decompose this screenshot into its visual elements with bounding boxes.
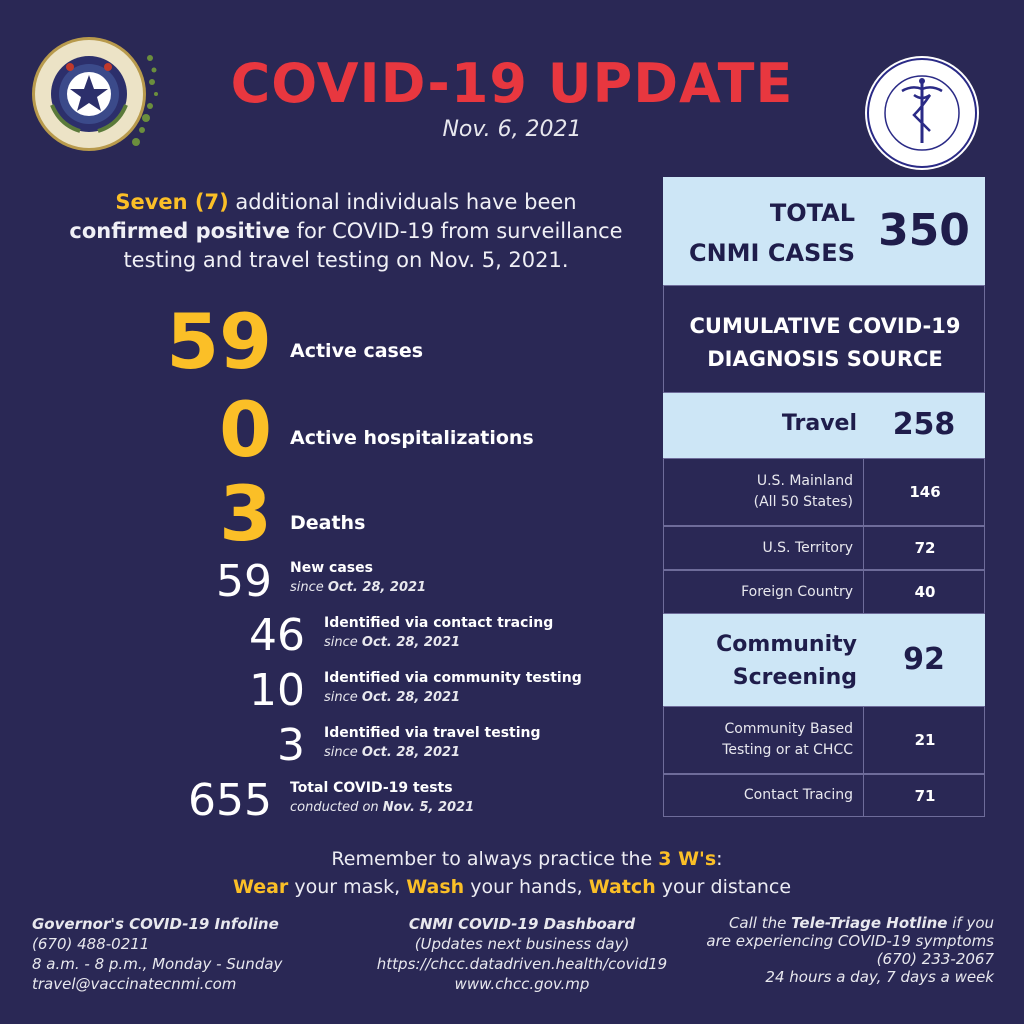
travel-mainland-row: U.S. Mainland (All 50 States) 146 — [663, 458, 985, 526]
community-testing-label: Identified via community testing — [324, 670, 582, 686]
territory-value: 72 — [914, 539, 936, 557]
community-value: 92 — [903, 642, 945, 677]
dashboard-note: (Updates next business day) — [414, 935, 630, 953]
travel-label: Travel — [781, 411, 857, 436]
deaths-label: Deaths — [290, 512, 366, 534]
intro-text: Seven (7) additional individuals have be… — [40, 188, 652, 275]
cumulative-title-1: CUMULATIVE COVID-19 — [689, 314, 961, 338]
contact-tracing-label: Identified via contact tracing — [324, 615, 554, 631]
travel-territory-row: U.S. Territory 72 — [663, 526, 985, 570]
new-cases-value: 59 — [216, 556, 272, 607]
intro-part3: testing and travel testing on Nov. 5, 20… — [123, 248, 569, 272]
footer-infoline: Governor's COVID-19 Infoline (670) 488-0… — [32, 914, 332, 994]
intro-part2: for COVID-19 from surveillance — [289, 219, 623, 243]
community-testing-since: since Oct. 28, 2021 — [324, 690, 461, 705]
contact-tracing-row-value: 71 — [914, 786, 936, 805]
community-screening-row: Community Screening 92 — [663, 614, 985, 706]
hospitalizations-label: Active hospitalizations — [290, 427, 534, 449]
update-date: Nov. 6, 2021 — [442, 117, 582, 142]
reminder-line-2: Wear your mask, Wash your hands, Watch y… — [232, 876, 792, 898]
hotline-hours: 24 hours a day, 7 days a week — [765, 968, 994, 986]
new-positive-count: Seven (7) — [115, 190, 229, 214]
travel-row: Travel 258 — [663, 393, 985, 458]
footer-dashboard: CNMI COVID-19 Dashboard (Updates next bu… — [362, 914, 682, 994]
total-cases-value: 350 — [878, 205, 970, 256]
new-cases-since: since Oct. 28, 2021 — [290, 580, 427, 595]
dashboard-title: CNMI COVID-19 Dashboard — [408, 915, 636, 933]
mainland-value: 146 — [909, 483, 941, 501]
contact-tracing-since: since Oct. 28, 2021 — [324, 635, 461, 650]
travel-value: 258 — [892, 407, 956, 442]
footer-hotline: Call the Tele-Triage Hotline if you are … — [690, 914, 994, 986]
community-based-row: Community Based Testing or at CHCC 21 — [663, 706, 985, 774]
contact-tracing-row: Contact Tracing 71 — [663, 774, 985, 817]
new-cases-label: New cases — [290, 560, 373, 576]
intro-part1: additional individuals have been — [228, 190, 577, 214]
foreign-label: Foreign Country — [664, 571, 864, 613]
hotline-line2: are experiencing COVID-19 symptoms — [706, 932, 994, 950]
active-cases-value: 59 — [166, 297, 272, 386]
cumulative-title-2: DIAGNOSIS SOURCE — [707, 347, 943, 371]
total-label-1: TOTAL — [769, 199, 855, 227]
total-label-2: CNMI CASES — [688, 239, 855, 267]
contact-tracing-row-label: Contact Tracing — [664, 775, 864, 816]
total-tests-label: Total COVID-19 tests — [290, 780, 453, 796]
page-title: COVID-19 UPDATE — [230, 52, 794, 115]
hospitalizations-value: 0 — [219, 385, 272, 474]
chcc-seal-logo — [864, 55, 980, 171]
total-cases-row: TOTAL CNMI CASES 350 — [663, 177, 985, 285]
infoline-email[interactable]: travel@vaccinatecnmi.com — [32, 975, 237, 993]
community-based-value: 21 — [914, 731, 936, 749]
foreign-value: 40 — [914, 583, 936, 601]
infoline-hours: 8 a.m. - 8 p.m., Monday - Sunday — [32, 955, 283, 973]
islands-graphic — [132, 55, 158, 146]
chcc-url[interactable]: www.chcc.gov.mp — [454, 975, 590, 993]
travel-testing-label: Identified via travel testing — [324, 725, 541, 741]
hotline-phone: (670) 233-2067 — [876, 950, 994, 968]
community-label-1: Community — [716, 632, 857, 657]
active-cases-label: Active cases — [290, 340, 424, 362]
contact-tracing-value: 46 — [249, 610, 305, 661]
total-tests-value: 655 — [188, 775, 272, 826]
cumulative-header-row: CUMULATIVE COVID-19 DIAGNOSIS SOURCE — [663, 285, 985, 393]
diagnosis-source-table: TOTAL CNMI CASES 350 CUMULATIVE COVID-19 D… — [663, 177, 985, 817]
community-testing-value: 10 — [249, 665, 305, 716]
reminder-line-1: Remember to always practice the 3 W's: — [331, 848, 723, 870]
deaths-value: 3 — [219, 469, 272, 558]
travel-foreign-row: Foreign Country 40 — [663, 570, 985, 614]
cnmi-seal-logo — [30, 35, 148, 153]
infoline-phone: (670) 488-0211 — [32, 935, 150, 953]
territory-label: U.S. Territory — [664, 527, 864, 569]
infoline-title: Governor's COVID-19 Infoline — [32, 915, 279, 933]
travel-testing-since: since Oct. 28, 2021 — [324, 745, 461, 760]
dashboard-url[interactable]: https://chcc.datadriven.health/covid19 — [376, 955, 668, 973]
community-label-2: Screening — [732, 665, 857, 690]
total-tests-since: conducted on Nov. 5, 2021 — [290, 800, 475, 815]
intro-bold: confirmed positive — [69, 219, 290, 243]
travel-testing-value: 3 — [277, 720, 305, 771]
